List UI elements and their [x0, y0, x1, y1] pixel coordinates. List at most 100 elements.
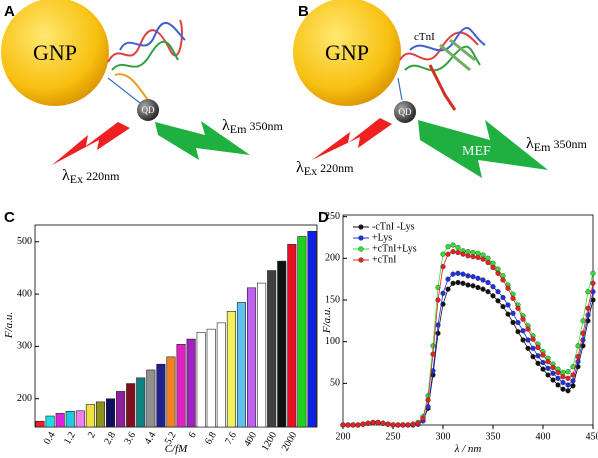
plot-frame — [34, 224, 318, 428]
data-point — [465, 253, 471, 259]
data-point — [465, 282, 471, 288]
y-tick-label: 500 — [17, 236, 32, 247]
subscript: Ex — [70, 172, 83, 186]
data-point — [435, 330, 441, 336]
quantum-dot — [137, 99, 159, 121]
data-point — [340, 422, 346, 428]
bar — [196, 331, 206, 428]
target-label: cTnI — [414, 31, 435, 43]
subscript: Em — [230, 122, 247, 136]
bar — [206, 328, 216, 428]
y-tick-label: 200 — [325, 253, 340, 264]
data-point — [470, 254, 476, 260]
data-point — [435, 297, 441, 303]
bar — [236, 302, 246, 428]
wavelength: 220nm — [320, 161, 354, 175]
x-axis-label: λ / nm — [454, 443, 482, 455]
data-point — [455, 279, 461, 286]
bar — [287, 244, 297, 428]
x-tick-label: 0.4 — [42, 430, 58, 446]
data-point — [475, 275, 481, 281]
data-point — [545, 359, 551, 365]
data-point — [525, 326, 531, 332]
x-tick-label: 3.6 — [122, 430, 138, 446]
data-point — [540, 352, 546, 358]
data-point — [565, 382, 571, 388]
data-point — [560, 386, 566, 392]
excitation-label: λEx 220nm — [62, 167, 120, 186]
data-point — [530, 336, 536, 342]
data-point — [510, 319, 516, 326]
data-point — [590, 270, 596, 276]
data-point — [425, 397, 431, 403]
data-point — [550, 370, 556, 376]
gnp-particle — [1, 0, 109, 106]
data-point — [470, 274, 476, 280]
lambda: λ — [62, 167, 70, 184]
data-point — [440, 251, 446, 257]
data-point — [440, 264, 446, 270]
panel-label: C — [4, 209, 15, 226]
data-point — [525, 337, 531, 343]
legend-label: -cTnI -Lys — [372, 221, 415, 232]
bar — [65, 411, 75, 428]
legend-marker — [358, 257, 364, 263]
distance-arrow — [397, 77, 403, 101]
y-axis-label: F/a.u. — [3, 312, 15, 339]
data-point — [530, 345, 536, 351]
data-point — [485, 279, 491, 286]
data-point — [585, 289, 591, 295]
legend-marker — [358, 224, 364, 230]
quantum-dot — [394, 101, 416, 123]
bar — [277, 260, 287, 428]
subscript: Em — [534, 140, 551, 154]
gnp-particle — [293, 0, 401, 106]
data-point — [405, 422, 411, 428]
data-point — [525, 345, 531, 351]
data-point — [505, 302, 511, 308]
x-tick-label: 400 — [242, 430, 259, 448]
data-point — [450, 242, 456, 248]
x-tick-label: 2.8 — [102, 430, 118, 446]
bar — [85, 404, 95, 428]
x-tick-label: 250 — [386, 431, 401, 442]
excitation-bolt — [312, 118, 392, 160]
bar — [247, 287, 257, 428]
series-line — [343, 244, 594, 426]
data-point — [515, 305, 521, 311]
data-point — [570, 372, 576, 378]
bar — [146, 369, 156, 428]
x-tick-label: 6.8 — [203, 430, 219, 446]
x-tick-label: 450 — [586, 431, 598, 442]
data-point — [490, 284, 496, 290]
panel-a: A GNP QD λEx 220nm λEm 350nm — [1, 0, 283, 186]
data-point — [555, 375, 561, 381]
lambda: λ — [526, 135, 534, 152]
data-point — [475, 284, 481, 291]
bar — [156, 363, 166, 428]
panel-label: A — [4, 3, 15, 20]
bar — [166, 356, 176, 428]
gnp-label: GNP — [33, 40, 77, 65]
series-line — [343, 282, 594, 426]
data-point — [415, 420, 421, 426]
data-point — [575, 354, 581, 360]
data-point — [530, 354, 536, 360]
data-point — [400, 422, 406, 428]
data-point — [445, 276, 451, 282]
data-point — [555, 369, 561, 376]
x-tick-label: 5.2 — [163, 430, 179, 446]
data-point — [485, 289, 491, 295]
qd-label: QD — [142, 105, 155, 115]
data-point — [430, 351, 436, 357]
data-point — [500, 304, 506, 310]
y-tick-label: 300 — [17, 341, 32, 352]
data-point — [565, 369, 571, 375]
panel-b: B GNP cTnI QD MEF λEx 220nm λEm 350nm — [293, 0, 587, 178]
x-tick-label: 2 — [86, 430, 98, 440]
bar — [95, 401, 105, 428]
x-axis-label: C/fM — [165, 443, 188, 455]
chart: C F/a.u. C/fM 200 300 400 500 0.4 1.2 2 2.8 3.6 4.4 5… — [3, 209, 318, 455]
data-point — [540, 359, 546, 366]
